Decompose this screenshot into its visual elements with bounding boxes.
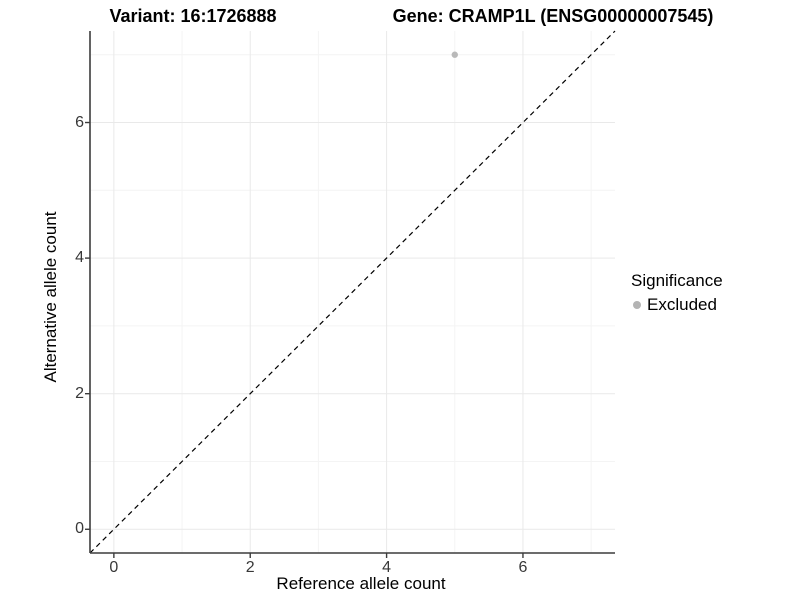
- x-tick-label: 2: [245, 559, 255, 576]
- variant-title: Variant: 16:1726888: [109, 6, 277, 26]
- identity-line: [89, 30, 616, 554]
- excluded-point-icon: [633, 301, 641, 309]
- x-tick-label: 6: [518, 559, 528, 576]
- y-tick-label: 6: [75, 113, 84, 131]
- legend-item-label: Excluded: [647, 295, 717, 314]
- x-tick-label: 0: [109, 559, 119, 576]
- x-tick-label: 4: [382, 559, 392, 576]
- legend-title: Significance: [631, 271, 723, 290]
- legend: Significance Excluded: [631, 271, 723, 315]
- y-axis-title: Alternative allele count: [41, 211, 60, 383]
- legend-item-excluded: Excluded: [631, 295, 723, 315]
- y-tick-label: 0: [75, 520, 84, 538]
- x-axis-title: Reference allele count: [276, 574, 446, 593]
- gene-title: Gene: CRAMP1L (ENSG00000007545): [392, 6, 714, 26]
- y-tick-label: 4: [75, 249, 84, 267]
- y-tick-label: 2: [75, 384, 84, 402]
- data-point: [451, 51, 458, 58]
